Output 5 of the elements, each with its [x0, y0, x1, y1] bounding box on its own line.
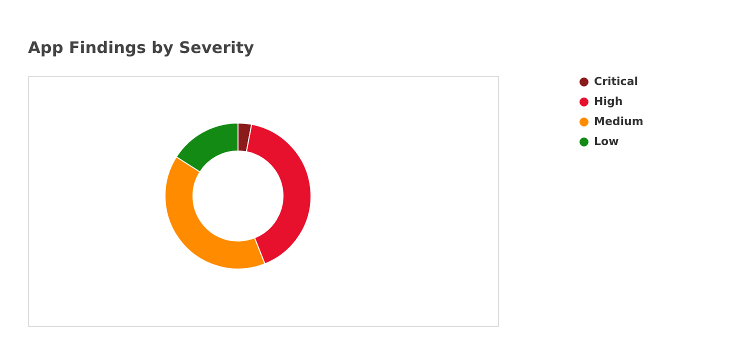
chart-title: App Findings by Severity — [28, 38, 255, 57]
legend-label: Low — [594, 135, 619, 148]
legend-label: High — [594, 95, 623, 108]
legend-label: Medium — [594, 115, 644, 128]
legend-label: Critical — [594, 75, 638, 88]
